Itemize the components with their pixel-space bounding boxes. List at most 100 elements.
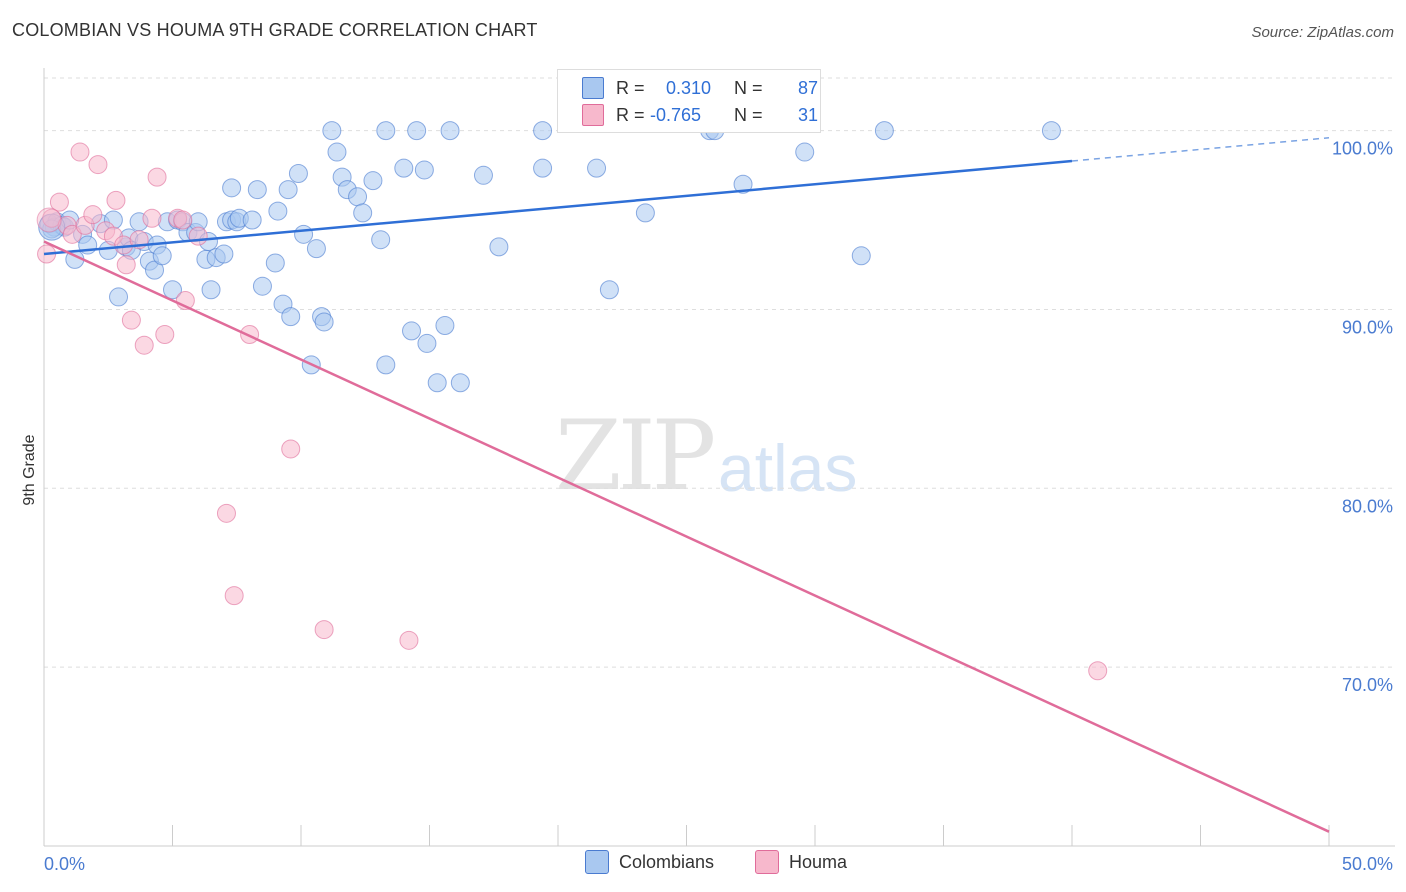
houma-legend-swatch <box>755 850 779 874</box>
data-point <box>49 192 69 212</box>
stats-n-label: N = <box>734 77 763 98</box>
data-point <box>407 121 427 141</box>
data-point <box>106 190 126 210</box>
colombians-swatch <box>582 77 604 99</box>
data-point <box>376 355 396 375</box>
colombians-trend-extension <box>1071 137 1330 162</box>
y-tick-label: 90.0% <box>1342 317 1393 337</box>
data-point <box>173 210 193 230</box>
data-point <box>116 255 136 275</box>
data-point <box>252 276 272 296</box>
axes <box>43 68 1395 847</box>
stats-r-label: R = <box>616 104 645 125</box>
gridlines <box>44 77 1395 668</box>
data-point <box>1088 661 1108 681</box>
data-point <box>281 439 301 459</box>
data-point <box>440 121 460 141</box>
legend-label-houma: Houma <box>789 851 848 872</box>
data-point <box>88 155 108 175</box>
data-point <box>268 201 288 221</box>
data-point <box>533 121 553 141</box>
colombians-points <box>38 121 1061 393</box>
data-point <box>134 335 154 355</box>
data-point <box>278 180 298 200</box>
trend-lines <box>43 137 1330 833</box>
data-point <box>155 324 175 344</box>
watermark-atlas: atlas <box>718 431 858 505</box>
data-point <box>152 246 172 266</box>
legend-item-houma[interactable]: Houma <box>755 850 847 874</box>
data-point <box>399 630 419 650</box>
watermark-zip: ZIP <box>555 400 716 512</box>
data-point <box>109 287 129 307</box>
stats-n-label: N = <box>734 104 763 125</box>
stats-n-value: 31 <box>798 104 819 125</box>
legend-label-colombians: Colombians <box>619 851 715 872</box>
data-point <box>281 307 301 327</box>
data-point <box>83 205 103 225</box>
stats-n-value: 87 <box>798 77 819 98</box>
houma-trend-line <box>43 240 1330 833</box>
y-tick-label: 80.0% <box>1342 496 1393 516</box>
data-point <box>795 142 815 162</box>
data-point <box>147 167 167 187</box>
stats-r-value: -0.765 <box>650 104 702 125</box>
data-point-large <box>36 207 62 233</box>
data-point <box>435 316 455 336</box>
legend-item-colombians[interactable]: Colombians <box>585 850 714 874</box>
bottom-legend: Colombians Houma <box>0 850 1406 880</box>
data-point <box>363 171 383 191</box>
data-point <box>265 253 285 273</box>
data-point <box>121 310 141 330</box>
data-point <box>733 174 753 194</box>
data-point <box>417 333 437 353</box>
tick-labels: 100.0% 90.0% 80.0% 70.0% 0.0% 50.0% <box>44 139 1393 874</box>
x-tick-label: 50.0% <box>1342 854 1393 874</box>
data-point <box>851 246 871 266</box>
y-tick-label: 70.0% <box>1342 675 1393 695</box>
stats-legend-box: R = 0.310 N = 87 R = -0.765 N = 31 <box>557 69 821 133</box>
data-point <box>314 312 334 332</box>
data-point <box>533 158 553 178</box>
data-point <box>1041 121 1061 141</box>
data-point <box>240 324 260 344</box>
data-point <box>599 280 619 300</box>
data-point <box>353 203 373 223</box>
data-point <box>450 373 470 393</box>
stats-r-label: R = <box>616 77 645 98</box>
data-point <box>188 226 208 246</box>
stats-r-value: 0.310 <box>666 77 712 98</box>
data-point <box>414 160 434 180</box>
data-point <box>394 158 414 178</box>
data-point <box>247 180 267 200</box>
data-point <box>242 210 262 230</box>
data-point <box>314 620 334 640</box>
data-point <box>874 121 894 141</box>
data-point <box>294 224 314 244</box>
source-label: Source: ZipAtlas.com <box>1251 24 1394 41</box>
data-point <box>322 121 342 141</box>
data-point <box>201 280 221 300</box>
x-tick-label: 0.0% <box>44 854 85 874</box>
chart-title: COLOMBIAN VS HOUMA 9TH GRADE CORRELATION… <box>12 20 538 40</box>
houma-swatch <box>582 104 604 126</box>
data-point <box>402 321 422 341</box>
data-point <box>327 142 347 162</box>
data-point <box>489 237 509 257</box>
data-point <box>587 158 607 178</box>
data-point <box>288 164 308 184</box>
houma-points <box>36 142 1108 681</box>
data-point <box>348 187 368 207</box>
data-point <box>427 373 447 393</box>
data-point <box>163 280 182 300</box>
colombians-legend-swatch <box>585 850 609 874</box>
data-point <box>214 244 234 264</box>
data-point <box>224 586 244 606</box>
data-point <box>222 178 242 198</box>
colombians-trend-line <box>43 159 1073 256</box>
data-point <box>376 121 396 141</box>
data-point <box>635 203 655 223</box>
data-point <box>473 165 493 185</box>
data-point <box>142 208 162 228</box>
